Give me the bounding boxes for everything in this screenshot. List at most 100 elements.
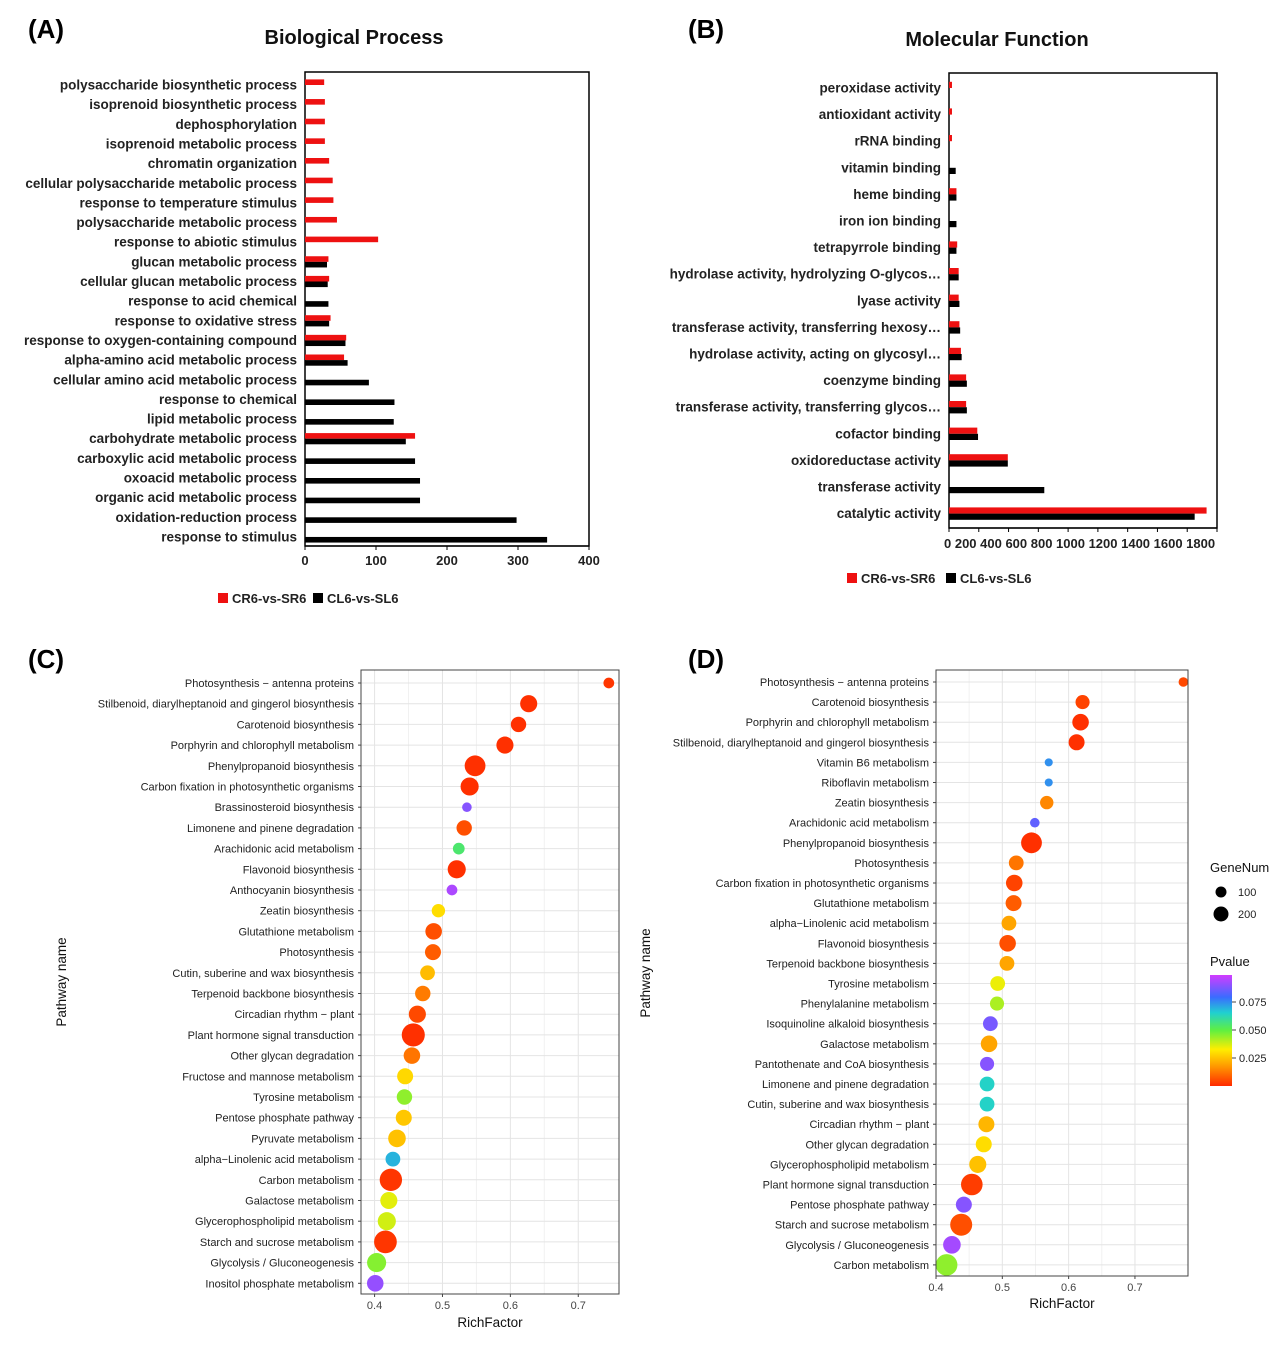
chart2-pathway-point <box>496 736 514 754</box>
chart2-pathway-point <box>420 965 435 981</box>
chart0-x-tick-label: 400 <box>578 553 600 568</box>
chart2-pathway-point <box>446 884 458 896</box>
chart2-pathway-label: Flavonoid biosynthesis <box>243 864 355 876</box>
panel-c-plot: Photosynthesis − antenna proteins Stilben… <box>98 670 619 1312</box>
chart2-pathway-point <box>452 842 465 855</box>
panel-c-label: (C) <box>28 644 64 674</box>
chart0-bar-cl6 <box>305 340 346 347</box>
chart0-category-label: response to oxygen-containing compound <box>24 333 297 348</box>
chart1-bar-cr6 <box>949 108 952 115</box>
chart3-pathway-point <box>1072 713 1089 731</box>
chart1-bar-cr6 <box>949 294 959 301</box>
chart2-pathway-label: Pyruvate metabolism <box>251 1133 354 1145</box>
chart0-bar-cr6 <box>305 79 325 85</box>
chart2-pathway-label: Plant hormone signal transduction <box>188 1030 354 1042</box>
chart0-bar-cl6 <box>305 438 406 445</box>
chart2-x-tick-label: 0.6 <box>503 1300 518 1312</box>
chart0-bar-cl6 <box>305 261 328 268</box>
chart2-pathway-label: Photosynthesis <box>279 947 354 959</box>
chart1-bar-cr6 <box>949 321 960 328</box>
chart1-bar-cr6 <box>949 454 1008 461</box>
chart0-bar-cr6 <box>305 334 347 341</box>
chart3-pathway-label: Flavonoid biosynthesis <box>818 938 930 950</box>
chart3-pathway-label: Glycerophospholipid metabolism <box>770 1159 929 1171</box>
chart1-bar-cl6 <box>949 433 979 440</box>
chart0-category-label: isoprenoid biosynthetic process <box>89 97 297 112</box>
chart3-pathway-label: Photosynthesis <box>854 858 929 870</box>
panel-c-frame <box>360 669 620 1295</box>
chart3-pathway-point <box>982 1016 998 1032</box>
chart2-pathway-point <box>388 1129 406 1148</box>
legend-pvalue-title: Pvalue <box>1210 954 1250 969</box>
chart1-bar-cr6 <box>949 401 967 408</box>
chart0-x-tick-label: 200 <box>436 553 458 568</box>
chart2-pathway-point <box>464 755 486 777</box>
chart1-bar-cl6 <box>949 380 967 387</box>
legend-pvalue-tick-0075: 0.075 <box>1239 997 1267 1009</box>
chart2-pathway-point <box>603 677 615 689</box>
chart0-category-label: carbohydrate metabolic process <box>89 431 297 446</box>
chart0-category-label: response to acid chemical <box>128 294 297 309</box>
chart0-category-label: oxidation-reduction process <box>115 510 297 525</box>
chart0-category-label: response to oxidative stress <box>115 313 297 328</box>
chart1-category-label: transferase activity <box>818 480 942 495</box>
chart1-bar-cl6 <box>949 354 962 361</box>
chart2-pathway-point <box>425 923 442 940</box>
chart3-pathway-point <box>1040 795 1054 810</box>
legend-genenum-title: GeneNum <box>1210 860 1269 875</box>
chart0-x-tick-label: 100 <box>365 553 387 568</box>
chart2-pathway-label: Circadian rhythm − plant <box>234 1009 354 1021</box>
chart1-category-label: catalytic activity <box>837 506 942 521</box>
chart3-pathway-point <box>990 976 1006 991</box>
chart2-pathway-point <box>462 802 472 812</box>
chart3-pathway-label: Glutathione metabolism <box>813 898 929 910</box>
chart0-category-label: oxoacid metabolic process <box>124 471 297 486</box>
chart0-bar-cl6 <box>305 320 330 327</box>
legend-b-label-cl6: CL6-vs-SL6 <box>960 571 1032 586</box>
chart1-bar-cl6 <box>949 407 967 414</box>
chart3-pathway-label: Circadian rhythm − plant <box>809 1119 929 1131</box>
chart0-category-label: carboxylic acid metabolic process <box>77 451 297 466</box>
chart2-pathway-label: Fructose and mannose metabolism <box>182 1071 354 1083</box>
panel-a-label: (A) <box>28 14 64 44</box>
chart0-category-label: dephosphorylation <box>176 117 298 132</box>
legend-pvalue-tick-0025: 0.025 <box>1239 1053 1267 1065</box>
chart2-pathway-point <box>366 1275 384 1292</box>
legend-pvalue-colorbar <box>1210 975 1232 1086</box>
chart3-pathway-label: Arachidonic acid metabolism <box>789 818 929 830</box>
chart0-bar-cl6 <box>305 301 329 307</box>
chart0-bar-cl6 <box>305 360 348 366</box>
chart2-pathway-point <box>397 1068 414 1085</box>
chart1-bar-cl6 <box>949 513 1195 520</box>
chart2-pathway-point <box>403 1047 421 1064</box>
chart0-bar-cr6 <box>305 216 337 223</box>
chart3-pathway-point <box>978 1116 995 1133</box>
chart2-pathway-label: Anthocyanin biosynthesis <box>230 885 355 897</box>
chart1-category-label: vitamin binding <box>841 160 941 175</box>
chart3-pathway-point <box>1044 778 1053 787</box>
chart3-pathway-point <box>1075 695 1090 710</box>
panel-d-ylabel: Pathway name <box>638 928 653 1017</box>
chart2-pathway-point <box>456 820 472 836</box>
chart3-pathway-point <box>1001 915 1017 931</box>
chart0-bar-cl6 <box>305 419 394 425</box>
chart3-pathway-label: Photosynthesis − antenna proteins <box>760 677 930 689</box>
chart2-pathway-label: Galactose metabolism <box>245 1196 354 1208</box>
chart1-category-label: lyase activity <box>857 293 942 308</box>
chart0-bar-cl6 <box>305 281 328 288</box>
chart1-bar-cl6 <box>949 247 957 254</box>
chart1-x-tick-labels: 0 200 400 600 800 1000 1200 1400 1600 18… <box>944 536 1215 551</box>
chart3-pathway-point <box>969 1155 987 1173</box>
chart1-bar-cl6 <box>949 167 956 174</box>
chart0-bar-cl6 <box>305 536 548 543</box>
chart2-pathway-label: Terpenoid backbone biosynthesis <box>191 989 354 1001</box>
legend-a-label-cl6: CL6-vs-SL6 <box>327 591 399 606</box>
chart2-pathway-label: Other glycan degradation <box>230 1051 354 1063</box>
legend-genenum-dot-100 <box>1215 886 1227 898</box>
chart2-pathway-label: Cutin, suberine and wax biosynthesis <box>172 968 354 980</box>
chart1-category-label: antioxidant activity <box>819 107 942 122</box>
chart3-pathway-label: Isoquinoline alkaloid biosynthesis <box>766 1019 929 1031</box>
chart3-pathway-label: Terpenoid backbone biosynthesis <box>766 958 929 970</box>
chart3-x-tick-label: 0.5 <box>995 1282 1010 1294</box>
chart2-pathway-point <box>385 1151 401 1167</box>
